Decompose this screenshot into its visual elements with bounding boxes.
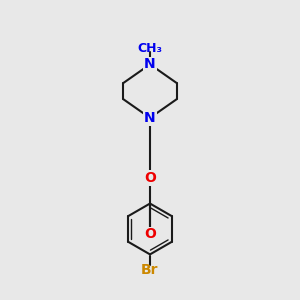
Text: N: N bbox=[144, 57, 156, 71]
Text: CH₃: CH₃ bbox=[137, 42, 163, 55]
Text: N: N bbox=[144, 111, 156, 125]
Text: Br: Br bbox=[141, 263, 159, 278]
Text: O: O bbox=[144, 227, 156, 241]
Text: O: O bbox=[144, 171, 156, 185]
